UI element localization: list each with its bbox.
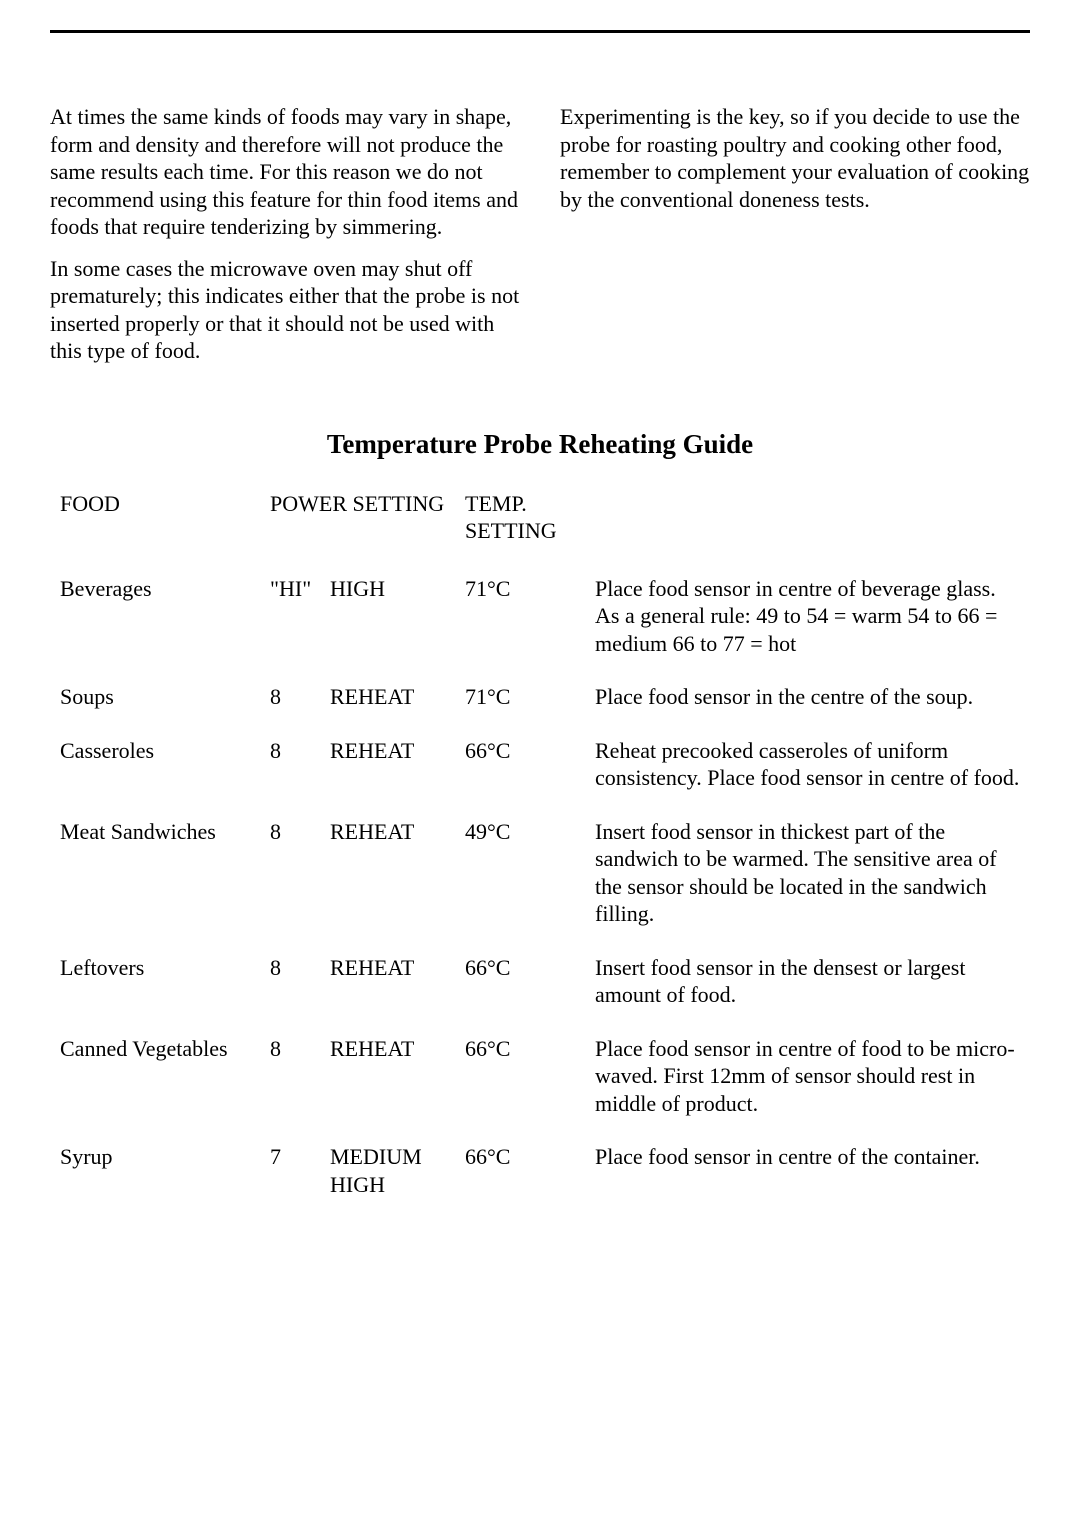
- intro-right-column: Experimenting is the key, so if you deci…: [560, 103, 1030, 379]
- row-temp: 71°C: [465, 575, 595, 658]
- row-temp: 66°C: [465, 1143, 595, 1198]
- row-power-num: 7: [270, 1143, 330, 1198]
- header-power-label: POWER SETTING: [270, 490, 465, 545]
- row-instructions: Insert food sensor in thickest part of t…: [595, 818, 1020, 928]
- row-power-num: "HI": [270, 575, 330, 658]
- row-power-label: REHEAT: [330, 683, 465, 711]
- row-food: Soups: [60, 683, 270, 711]
- row-power-label: REHEAT: [330, 818, 465, 928]
- row-instructions: Insert food sensor in the densest or lar…: [595, 954, 1020, 1009]
- row-temp: 49°C: [465, 818, 595, 928]
- row-power-label: REHEAT: [330, 737, 465, 792]
- intro-section: At times the same kinds of foods may var…: [50, 103, 1030, 379]
- intro-left-p2: In some cases the microwave oven may shu…: [50, 255, 520, 365]
- row-temp: 71°C: [465, 683, 595, 711]
- row-instructions: Place food sensor in centre of the conta…: [595, 1143, 1020, 1198]
- table-row: Soups 8 REHEAT 71°C Place food sensor in…: [60, 683, 1020, 711]
- row-power-label: REHEAT: [330, 1035, 465, 1118]
- row-power-num: 8: [270, 683, 330, 711]
- row-power-num: 8: [270, 954, 330, 1009]
- table-row: Leftovers 8 REHEAT 66°C Insert food sens…: [60, 954, 1020, 1009]
- row-temp: 66°C: [465, 1035, 595, 1118]
- row-food: Leftovers: [60, 954, 270, 1009]
- row-food: Beverages: [60, 575, 270, 658]
- intro-right-p1: Experimenting is the key, so if you deci…: [560, 103, 1030, 213]
- table-row: Canned Vegetables 8 REHEAT 66°C Place fo…: [60, 1035, 1020, 1118]
- row-instructions: Reheat precooked casseroles of uniform c…: [595, 737, 1020, 792]
- header-food: FOOD: [60, 490, 270, 545]
- row-food: Meat Sandwiches: [60, 818, 270, 928]
- top-border: [50, 30, 1030, 33]
- row-power-num: 8: [270, 737, 330, 792]
- table-row: Beverages "HI" HIGH 71°C Place food sens…: [60, 575, 1020, 658]
- reheating-guide-table: FOOD POWER SETTING TEMP. SETTING Beverag…: [50, 490, 1030, 1199]
- row-power-label: HIGH: [330, 575, 465, 658]
- row-power-label: MEDIUM HIGH: [330, 1143, 465, 1198]
- table-row: Syrup 7 MEDIUM HIGH 66°C Place food sens…: [60, 1143, 1020, 1198]
- header-temp: TEMP. SETTING: [465, 490, 595, 545]
- row-power-label: REHEAT: [330, 954, 465, 1009]
- row-food: Casseroles: [60, 737, 270, 792]
- row-food: Canned Vegetables: [60, 1035, 270, 1118]
- table-row: Casseroles 8 REHEAT 66°C Reheat precooke…: [60, 737, 1020, 792]
- row-instructions: Place food sensor in centre of beverage …: [595, 575, 1020, 658]
- row-power-num: 8: [270, 818, 330, 928]
- row-instructions: Place food sensor in the centre of the s…: [595, 683, 1020, 711]
- row-temp: 66°C: [465, 954, 595, 1009]
- section-title: Temperature Probe Reheating Guide: [50, 429, 1030, 460]
- row-food: Syrup: [60, 1143, 270, 1198]
- header-instructions: [595, 490, 1020, 545]
- row-temp: 66°C: [465, 737, 595, 792]
- table-header-row: FOOD POWER SETTING TEMP. SETTING: [60, 490, 1020, 545]
- row-instructions: Place food sensor in centre of food to b…: [595, 1035, 1020, 1118]
- row-power-num: 8: [270, 1035, 330, 1118]
- table-row: Meat Sandwiches 8 REHEAT 49°C Insert foo…: [60, 818, 1020, 928]
- intro-left-p1: At times the same kinds of foods may var…: [50, 103, 520, 241]
- intro-left-column: At times the same kinds of foods may var…: [50, 103, 520, 379]
